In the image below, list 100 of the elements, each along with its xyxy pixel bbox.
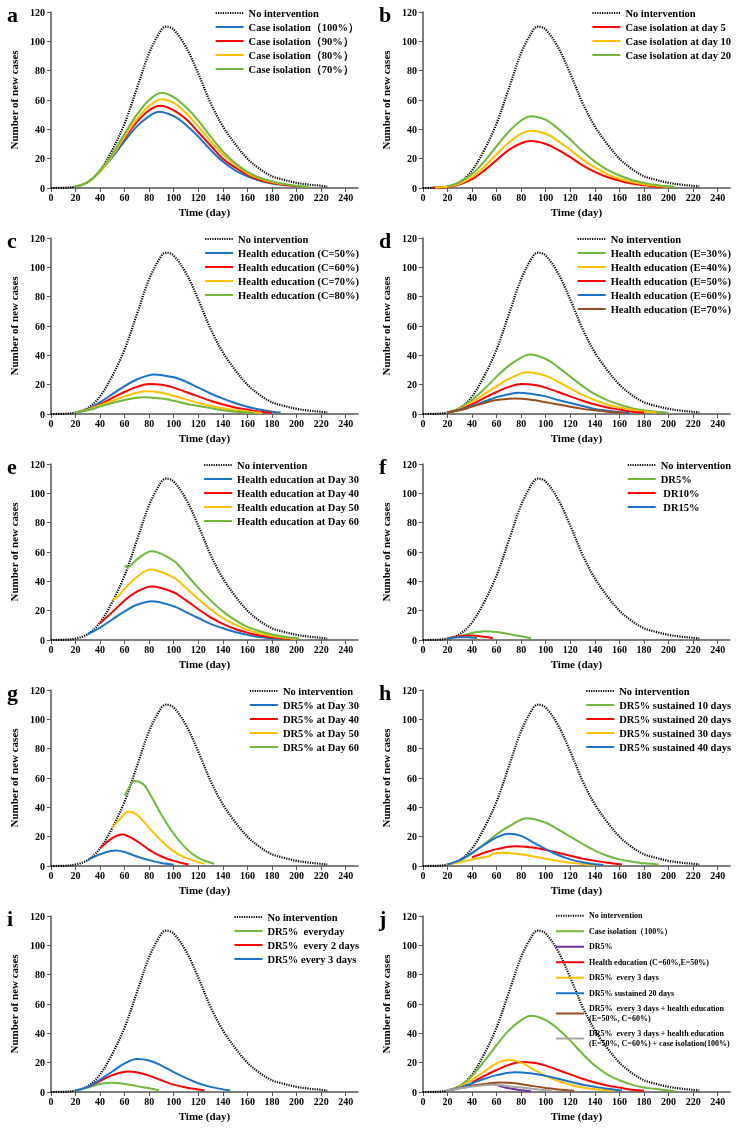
x-tick-label: 100 [538,417,554,429]
x-tick-label: 160 [239,191,255,203]
y-tick-label: 120 [401,910,417,922]
y-tick-label: 0 [39,1086,45,1098]
y-tick-label: 0 [411,1086,417,1098]
legend-label: Case isolation（100%） [589,926,673,936]
y-tick-label: 0 [411,634,417,646]
x-tick-label: 140 [587,869,603,881]
legend-label: Health education at Day 30 [237,473,360,485]
legend-label: No intervention [238,233,309,245]
legend-label: DR5% [660,473,692,485]
y-tick-label: 120 [401,684,417,696]
x-tick-label: 100 [538,1095,554,1107]
line-series [111,810,206,865]
x-tick-label: 120 [190,869,206,881]
y-tick-label: 60 [34,772,45,784]
line-series [99,585,292,640]
x-tick-label: 180 [264,191,280,203]
x-tick-label: 0 [420,1095,426,1107]
x-tick-label: 200 [289,869,305,881]
y-tick-label: 120 [401,232,417,244]
line-series [434,129,670,189]
y-tick-label: 100 [401,713,417,725]
x-tick-label: 80 [144,191,155,203]
x-tick-label: 40 [467,191,478,203]
y-tick-label: 20 [34,1057,45,1069]
x-tick-label: 20 [70,191,81,203]
x-tick-label: 160 [239,417,255,429]
x-tick-label: 20 [70,417,81,429]
y-tick-label: 60 [34,94,45,106]
line-series [446,391,631,414]
x-tick-label: 60 [119,191,130,203]
legend-label: Health education at Day 50 [237,501,360,513]
line-series [74,390,264,414]
x-tick-label: 60 [491,417,502,429]
y-tick-label: 20 [34,831,45,843]
x-tick-label: 80 [516,643,527,655]
legend-label: DR5% sustained 30 days [619,727,731,739]
legend-label: No intervention [589,911,644,921]
legend-label: Health education (C=60%,E=50%) [589,957,710,967]
legend-label: Health education (E=40%) [610,261,732,274]
y-tick-label: 20 [34,605,45,617]
x-tick-label: 140 [587,191,603,203]
y-tick-label: 120 [29,458,45,470]
legend-label: DR5% at Day 50 [282,727,360,739]
line-series [471,845,623,866]
x-tick-label: 0 [48,1095,54,1107]
x-tick-label: 40 [95,869,106,881]
y-tick-label: 80 [406,517,417,529]
line-series [74,91,310,188]
legend-label: No intervention [282,685,354,697]
x-tick-label: 100 [538,191,554,203]
x-tick-label: 0 [420,191,426,203]
line-series [421,477,701,642]
y-tick-label: 60 [34,320,45,332]
legend-label: DR5% at Day 60 [282,741,360,753]
legend-label: Case isolation（100%） [248,21,360,34]
y-tick-label: 60 [406,546,417,558]
x-tick-label: 40 [95,1095,106,1107]
y-tick-label: 120 [29,910,45,922]
x-tick-label: 140 [215,191,231,203]
x-tick-label: 20 [442,417,453,429]
x-tick-label: 180 [636,869,652,881]
y-tick-label: 100 [401,35,417,47]
x-tick-label: 180 [636,643,652,655]
chart-title: f [379,453,387,479]
line-series [111,568,298,640]
y-tick-label: 80 [406,743,417,755]
x-tick-label: 240 [338,417,354,429]
x-tick-label: 20 [70,1095,81,1107]
x-tick-label: 120 [562,417,578,429]
y-tick-label: 80 [34,291,45,303]
chart-title: e [7,453,17,479]
legend-label: DR5% every 3 days + health education (E=50%, C=60%) [589,1004,726,1023]
x-tick-label: 140 [587,643,603,655]
legend-label: Case isolation at day 10 [625,35,731,47]
y-tick-label: 80 [34,743,45,755]
legend-label: DR5% every 3 days [589,973,659,983]
x-tick-label: 240 [710,417,726,429]
x-tick-label: 120 [562,191,578,203]
x-tick-label: 60 [119,1095,130,1107]
y-tick-label: 40 [406,123,417,135]
x-tick-label: 40 [95,191,106,203]
x-tick-label: 140 [587,1095,603,1107]
x-tick-label: 60 [491,869,502,881]
chart-title: c [7,227,17,253]
y-tick-label: 120 [29,232,45,244]
x-tick-label: 120 [562,643,578,655]
legend-label: DR5% at Day 30 [282,699,360,711]
x-tick-label: 120 [562,1095,578,1107]
x-tick-label: 0 [48,417,54,429]
x-tick-label: 20 [70,643,81,655]
x-tick-label: 200 [289,1095,305,1107]
x-tick-label: 180 [264,643,280,655]
legend-label: Health education (E=60%) [610,289,732,302]
legend-label: DR5% every 2 days [267,939,360,951]
x-tick-label: 180 [636,1095,652,1107]
y-tick-label: 100 [29,35,45,47]
x-tick-label: 240 [338,1095,354,1107]
chart-title: h [379,679,392,705]
